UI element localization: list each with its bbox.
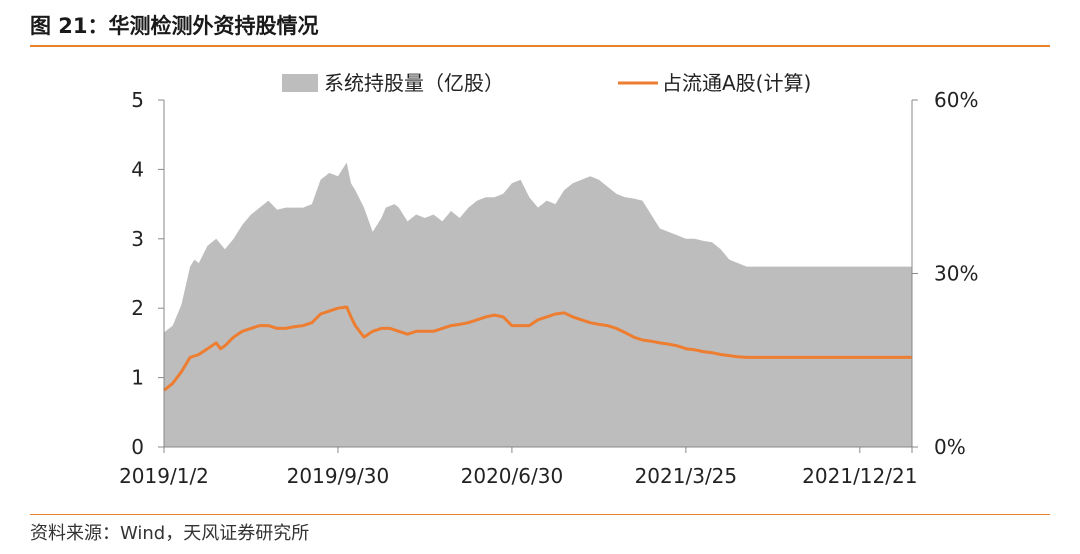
y-left-tick-label: 3 bbox=[131, 227, 144, 251]
y-left-tick-label: 5 bbox=[131, 88, 144, 112]
chart-title: 图 21：华测检测外资持股情况 bbox=[30, 14, 319, 38]
legend-label-area: 系统持股量（亿股） bbox=[324, 71, 504, 95]
x-tick-label: 2020/6/30 bbox=[461, 464, 564, 488]
y-right-tick-label: 0% bbox=[934, 435, 966, 459]
title-divider bbox=[30, 45, 1050, 47]
y-right-tick-label: 30% bbox=[934, 262, 978, 286]
legend-label-line: 占流通A股(计算) bbox=[662, 71, 811, 95]
legend-swatch-area bbox=[282, 74, 318, 92]
series-area-holdings bbox=[164, 162, 912, 447]
y-left-tick-label: 1 bbox=[131, 366, 144, 390]
y-left-tick-label: 2 bbox=[131, 296, 144, 320]
plot-area: 0 1 2 3 4 5 0% 30% 60% 2019/1/2 2019/9/30 2020/6/30… bbox=[119, 88, 978, 488]
x-tick-label: 2019/1/2 bbox=[119, 464, 209, 488]
x-tick-label: 2021/3/25 bbox=[635, 464, 738, 488]
source-divider bbox=[30, 514, 1050, 515]
legend: 系统持股量（亿股） 占流通A股(计算) bbox=[282, 71, 811, 95]
x-tick-label: 2019/9/30 bbox=[287, 464, 390, 488]
y-left-tick-label: 4 bbox=[131, 157, 144, 181]
y-right-tick-label: 60% bbox=[934, 88, 978, 112]
source-note: 资料来源：Wind，天风证券研究所 bbox=[30, 523, 310, 544]
y-left-tick-label: 0 bbox=[131, 435, 144, 459]
series-line-float-ratio bbox=[163, 305, 912, 392]
x-tick-label: 2021/12/21 bbox=[802, 464, 917, 488]
